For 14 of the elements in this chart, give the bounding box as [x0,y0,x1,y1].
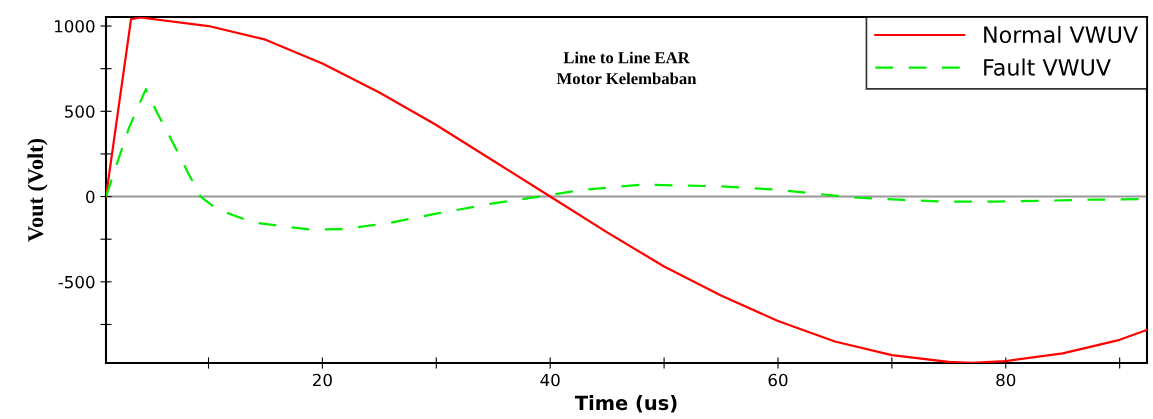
y-axis-title: Vout (Volt) [27,139,48,242]
y-tick-label: -500 [58,275,95,289]
x-tick-label: 20 [313,373,332,387]
text: Line to Line EAR Motor Kelembaban [556,51,697,85]
y-tick-label: 0 [86,190,95,204]
x-axis-title: Time (us) [574,395,677,413]
x-tick-label: 60 [768,373,788,387]
y-tick-label: 1000 [55,20,95,33]
line-series [106,17,1147,363]
x-tick-label: 80 [996,373,1016,387]
legend-label: Normal VWUV [984,25,1138,44]
x-tick-label: 40 [540,373,560,387]
legend-label: Fault VWUV [984,58,1111,76]
y-tick-label: 500 [65,105,95,118]
